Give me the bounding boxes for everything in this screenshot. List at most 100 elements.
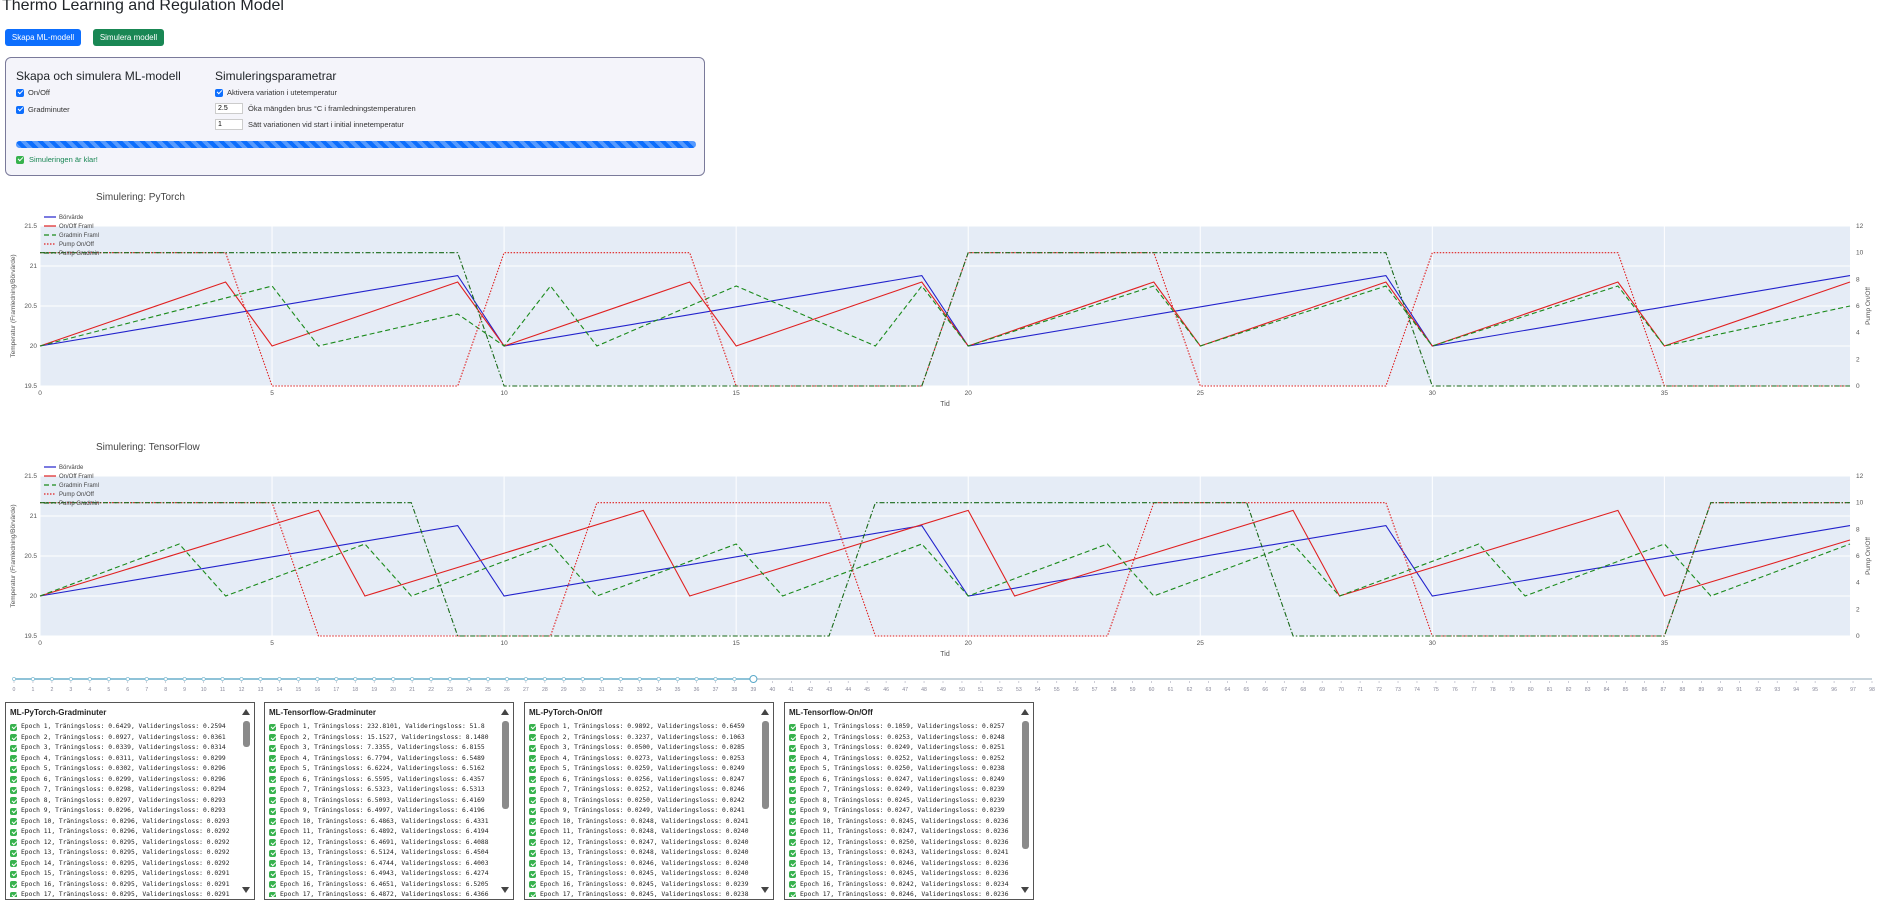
- check-icon: [10, 860, 17, 868]
- legend-entry[interactable]: Börvärde: [59, 215, 84, 221]
- y2-tick-label: 12: [1856, 223, 1864, 230]
- slider-tick-label: 61: [1168, 687, 1174, 693]
- legend-entry[interactable]: On/Off Framl: [59, 224, 94, 230]
- check-icon: [529, 828, 536, 836]
- check-icon: [529, 891, 536, 897]
- legend-entry[interactable]: Gradmin Framl: [59, 483, 99, 489]
- log-scrollbar[interactable]: [1020, 707, 1031, 895]
- onoff-checkbox[interactable]: [16, 88, 24, 97]
- log-line-text: Epoch 1, Träningsloss: 232.8101, Valider…: [280, 723, 485, 730]
- log-line-text: Epoch 7, Träningsloss: 0.0252, Validerin…: [540, 786, 745, 793]
- slider-tick-label: 32: [618, 687, 624, 693]
- slider-tick-label: 93: [1774, 687, 1780, 693]
- log-line-text: Epoch 16, Träningsloss: 0.0245, Valideri…: [540, 880, 749, 888]
- scroll-up-icon[interactable]: [242, 709, 250, 715]
- log-line: Epoch 6, Träningsloss: 0.0256, Validerin…: [529, 775, 757, 786]
- scroll-down-icon[interactable]: [761, 887, 769, 893]
- slider-step-dot: [87, 677, 92, 681]
- log-line: Epoch 16, Träningsloss: 0.0295, Valideri…: [10, 880, 238, 891]
- scroll-down-icon[interactable]: [242, 887, 250, 893]
- slider-tick-label: 46: [883, 687, 889, 693]
- legend-entry[interactable]: Gradmin Framl: [59, 233, 99, 239]
- slider-tick-label: 37: [713, 687, 719, 693]
- onoff-option[interactable]: On/Off: [16, 88, 50, 97]
- slider-tick-label: 82: [1566, 687, 1572, 693]
- log-line: Epoch 15, Träningsloss: 0.0295, Valideri…: [10, 869, 238, 880]
- sim-params-title: Simuleringsparametrar: [215, 69, 337, 83]
- legend-entry[interactable]: Pump On/Off: [59, 242, 94, 248]
- log-scrollbar[interactable]: [760, 707, 771, 895]
- scroll-up-icon[interactable]: [501, 709, 509, 715]
- slider-tick-label: 7: [145, 687, 148, 693]
- log-line: Epoch 17, Träningsloss: 0.0246, Valideri…: [789, 890, 1017, 897]
- legend-entry[interactable]: Börvärde: [59, 465, 84, 471]
- check-icon: [789, 755, 796, 763]
- simulate-model-button[interactable]: Simulera modell: [93, 29, 164, 46]
- log-scrollbar[interactable]: [241, 707, 252, 895]
- log-line: Epoch 3, Träningsloss: 0.0500, Validerin…: [529, 743, 757, 754]
- log-panel-pytorch-onoff: ML-PyTorch-On/Off Epoch 1, Träningsloss:…: [524, 702, 774, 900]
- x-tick-label: 15: [733, 640, 741, 647]
- log-line-text: Epoch 17, Träningsloss: 6.4872, Valideri…: [280, 891, 489, 897]
- log-title: ML-Tensorflow-Gradminuter: [269, 708, 376, 717]
- x-tick-label: 10: [500, 640, 508, 647]
- status-text: Simuleringen är klar!: [29, 155, 98, 164]
- time-slider[interactable]: 0 1 2 3 4 5 6 7 8 9 10 11 12 13 14 15 16 17 18 19 20 21 22 23 24…: [10, 672, 1880, 696]
- variation-checkbox[interactable]: [215, 88, 223, 97]
- slider-tick-label: 35: [675, 687, 681, 693]
- log-line-text: Epoch 15, Träningsloss: 0.0245, Valideri…: [800, 870, 1009, 877]
- check-icon: [789, 828, 796, 836]
- create-model-button[interactable]: Skapa ML-modell: [5, 29, 81, 46]
- variation-option[interactable]: Aktivera variation i utetemperatur: [215, 88, 337, 97]
- start-variation-input[interactable]: [215, 119, 243, 130]
- slider-tick-label: 25: [485, 687, 491, 693]
- check-icon: [529, 818, 536, 826]
- slider-tick-label: 65: [1243, 687, 1249, 693]
- scroll-down-icon[interactable]: [1021, 887, 1029, 893]
- log-line-text: Epoch 14, Träningsloss: 6.4744, Valideri…: [280, 859, 489, 867]
- scroll-thumb[interactable]: [502, 721, 509, 809]
- log-line: Epoch 14, Träningsloss: 0.0295, Valideri…: [10, 859, 238, 870]
- log-scrollbar[interactable]: [500, 707, 511, 895]
- log-line-text: Epoch 15, Träningsloss: 0.0295, Valideri…: [21, 870, 230, 877]
- log-line-text: Epoch 14, Träningsloss: 0.0246, Valideri…: [800, 859, 1009, 867]
- log-line: Epoch 9, Träningsloss: 6.4997, Validerin…: [269, 806, 497, 817]
- log-line: Epoch 12, Träningsloss: 0.0247, Valideri…: [529, 838, 757, 849]
- y-axis-label: Temperatur (Framledning/Börvärde): [10, 504, 17, 607]
- legend-entry[interactable]: Pump Gradmin: [59, 251, 99, 257]
- gradmin-checkbox[interactable]: [16, 105, 24, 114]
- noise-input[interactable]: [215, 103, 243, 114]
- check-icon: [529, 734, 536, 742]
- log-line-text: Epoch 13, Träningsloss: 6.5124, Valideri…: [280, 849, 489, 856]
- series-line-1: [39, 509, 1851, 597]
- slider-handle[interactable]: [749, 675, 758, 683]
- slider-tick-label: 45: [864, 687, 870, 693]
- log-line: Epoch 9, Träningsloss: 0.0296, Validerin…: [10, 806, 238, 817]
- scroll-up-icon[interactable]: [761, 709, 769, 715]
- check-icon: [789, 881, 796, 889]
- check-icon: [269, 891, 276, 897]
- scroll-thumb[interactable]: [762, 721, 769, 809]
- check-icon: [269, 818, 276, 826]
- slider-tick-label: 81: [1547, 687, 1553, 693]
- y2-axis-label: Pump On/Off: [1865, 287, 1872, 325]
- check-icon: [10, 765, 17, 773]
- y2-tick-label: 10: [1856, 500, 1864, 507]
- gradmin-option[interactable]: Gradminuter: [16, 105, 70, 114]
- scroll-thumb[interactable]: [1022, 721, 1029, 849]
- scroll-thumb[interactable]: [243, 721, 250, 747]
- scroll-down-icon[interactable]: [501, 887, 509, 893]
- y2-tick-label: 12: [1856, 473, 1864, 480]
- scroll-up-icon[interactable]: [1021, 709, 1029, 715]
- legend-entry[interactable]: Pump On/Off: [59, 492, 94, 498]
- slider-tick-label: 86: [1642, 687, 1648, 693]
- check-icon: [10, 870, 17, 878]
- log-line: Epoch 17, Träningsloss: 0.0295, Valideri…: [10, 890, 238, 897]
- slider-tick-label: 8: [164, 687, 167, 693]
- log-line-text: Epoch 9, Träningsloss: 0.0249, Validerin…: [540, 807, 745, 814]
- legend-entry[interactable]: Pump Gradmin: [59, 501, 99, 507]
- y2-axis-label: Pump On/Off: [1865, 537, 1872, 575]
- legend-entry[interactable]: On/Off Framl: [59, 474, 94, 480]
- chart-title: Simulering: TensorFlow: [96, 442, 201, 453]
- variation-label: Aktivera variation i utetemperatur: [227, 88, 338, 97]
